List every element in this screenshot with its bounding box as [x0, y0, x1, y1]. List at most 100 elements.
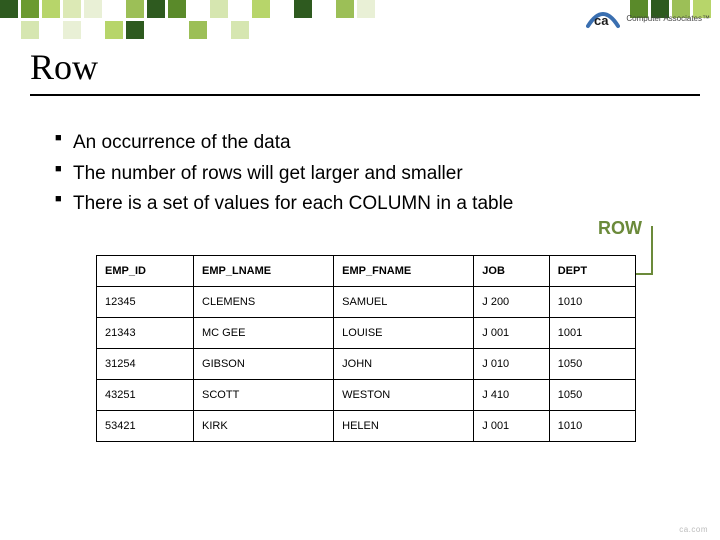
mosaic-square: [147, 0, 165, 18]
mosaic-square: [168, 21, 186, 39]
mosaic-square: [126, 21, 144, 39]
table-cell: 21343: [97, 318, 194, 349]
table-cell: J 410: [474, 380, 549, 411]
table-cell: 53421: [97, 411, 194, 442]
mosaic-square: [420, 0, 438, 18]
content-area: An occurrence of the data The number of r…: [55, 130, 680, 222]
mosaic-square: [399, 0, 417, 18]
mosaic-square: [315, 21, 333, 39]
mosaic-square: [0, 0, 18, 18]
table-header: EMP_IDEMP_LNAMEEMP_FNAMEJOBDEPT: [97, 256, 636, 287]
page-title: Row: [30, 46, 700, 96]
mosaic-square: [336, 21, 354, 39]
mosaic-square: [21, 21, 39, 39]
mosaic-square: [504, 0, 522, 18]
mosaic-square: [462, 21, 480, 39]
table-cell: HELEN: [334, 411, 474, 442]
ca-swoosh-icon: ca: [586, 8, 620, 30]
mosaic-square: [189, 21, 207, 39]
table-row: 12345CLEMENSSAMUELJ 2001010: [97, 287, 636, 318]
mosaic-square: [84, 21, 102, 39]
mosaic-square: [294, 21, 312, 39]
table-column-header: JOB: [474, 256, 549, 287]
mosaic-square: [21, 0, 39, 18]
mosaic-square: [546, 0, 564, 18]
mosaic-square: [231, 0, 249, 18]
mosaic-square: [252, 0, 270, 18]
mosaic-square: [441, 0, 459, 18]
mosaic-square: [210, 21, 228, 39]
table-cell: SCOTT: [194, 380, 334, 411]
mosaic-square: [504, 21, 522, 39]
table-cell: J 200: [474, 287, 549, 318]
bullet-item: There is a set of values for each COLUMN…: [55, 191, 680, 218]
table-column-header: EMP_FNAME: [334, 256, 474, 287]
table-cell: J 001: [474, 318, 549, 349]
bullet-item: The number of rows will get larger and s…: [55, 161, 680, 188]
mosaic-square: [567, 0, 585, 18]
mosaic-square: [357, 21, 375, 39]
table-cell: JOHN: [334, 349, 474, 380]
table-row: 43251SCOTTWESTONJ 4101050: [97, 380, 636, 411]
mosaic-square: [105, 21, 123, 39]
mosaic-square: [483, 0, 501, 18]
table-row: 31254GIBSONJOHNJ 0101050: [97, 349, 636, 380]
table-column-header: EMP_LNAME: [194, 256, 334, 287]
mosaic-square: [105, 0, 123, 18]
table-cell: 31254: [97, 349, 194, 380]
table-cell: 1050: [549, 380, 635, 411]
table-column-header: EMP_ID: [97, 256, 194, 287]
svg-text:ca: ca: [594, 13, 609, 28]
mosaic-square: [210, 0, 228, 18]
table-cell: LOUISE: [334, 318, 474, 349]
footer-url: ca.com: [679, 525, 708, 534]
mosaic-square: [441, 21, 459, 39]
mosaic-square: [378, 21, 396, 39]
table-cell: KIRK: [194, 411, 334, 442]
table-row: 21343MC GEELOUISEJ 0011001: [97, 318, 636, 349]
mosaic-square: [420, 21, 438, 39]
mosaic-square: [525, 21, 543, 39]
mosaic-square: [168, 0, 186, 18]
table-cell: 1010: [549, 411, 635, 442]
mosaic-square: [147, 21, 165, 39]
mosaic-square: [42, 0, 60, 18]
table-cell: WESTON: [334, 380, 474, 411]
mosaic-square: [84, 0, 102, 18]
mosaic-square: [189, 0, 207, 18]
mosaic-square: [63, 0, 81, 18]
mosaic-square: [42, 21, 60, 39]
mosaic-square: [483, 21, 501, 39]
table-row: 53421KIRKHELENJ 0011010: [97, 411, 636, 442]
table-cell: 1001: [549, 318, 635, 349]
mosaic-square: [525, 0, 543, 18]
employee-table: EMP_IDEMP_LNAMEEMP_FNAMEJOBDEPT 12345CLE…: [96, 255, 636, 442]
mosaic-square: [273, 0, 291, 18]
mosaic-square: [336, 0, 354, 18]
table-cell: J 001: [474, 411, 549, 442]
table-cell: CLEMENS: [194, 287, 334, 318]
mosaic-square: [378, 0, 396, 18]
table-body: 12345CLEMENSSAMUELJ 200101021343MC GEELO…: [97, 287, 636, 442]
table-cell: 12345: [97, 287, 194, 318]
title-area: Row: [30, 46, 700, 96]
mosaic-square: [315, 0, 333, 18]
mosaic-square: [252, 21, 270, 39]
table-cell: J 010: [474, 349, 549, 380]
bullet-item: An occurrence of the data: [55, 130, 680, 157]
table-cell: SAMUEL: [334, 287, 474, 318]
mosaic-square: [0, 21, 18, 39]
mosaic-square: [399, 21, 417, 39]
table-cell: 1010: [549, 287, 635, 318]
mosaic-square: [294, 0, 312, 18]
table-cell: GIBSON: [194, 349, 334, 380]
mosaic-square: [231, 21, 249, 39]
table-cell: 43251: [97, 380, 194, 411]
mosaic-square: [273, 21, 291, 39]
mosaic-square: [63, 21, 81, 39]
arrow-icon: [632, 222, 680, 302]
mosaic-square: [126, 0, 144, 18]
bullet-list: An occurrence of the data The number of r…: [55, 130, 680, 218]
table-cell: 1050: [549, 349, 635, 380]
employee-table-wrap: EMP_IDEMP_LNAMEEMP_FNAMEJOBDEPT 12345CLE…: [96, 255, 636, 442]
